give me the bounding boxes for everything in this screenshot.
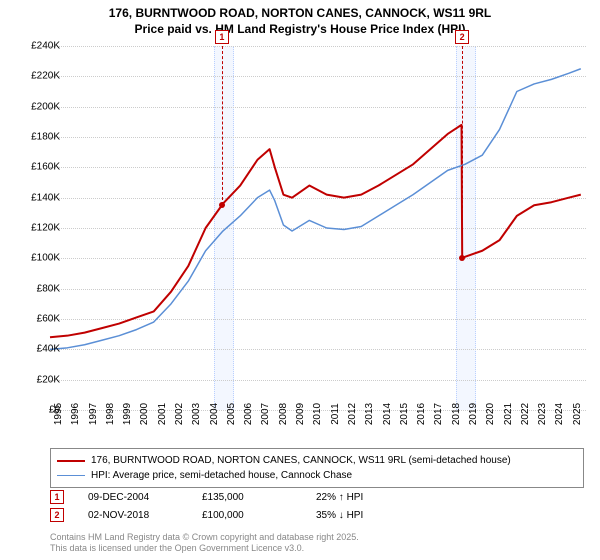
x-tick-label: 2009 <box>295 403 306 425</box>
event-delta-1: 22% ↑ HPI <box>316 492 406 503</box>
x-tick-label: 2010 <box>312 403 323 425</box>
event-price-1: £135,000 <box>202 492 292 503</box>
line-series-svg <box>50 46 586 410</box>
x-tick-label: 1996 <box>70 403 81 425</box>
event-table: 1 09-DEC-2004 £135,000 22% ↑ HPI 2 02-NO… <box>50 490 584 526</box>
x-tick-label: 2022 <box>520 403 531 425</box>
x-tick-label: 2011 <box>330 403 341 425</box>
y-tick-label: £140K <box>12 192 60 203</box>
legend-label-property: 176, BURNTWOOD ROAD, NORTON CANES, CANNO… <box>91 453 511 468</box>
x-tick-label: 1995 <box>53 403 64 425</box>
x-tick-label: 2004 <box>209 403 220 425</box>
y-tick-label: £100K <box>12 253 60 264</box>
y-tick-label: £200K <box>12 101 60 112</box>
y-tick-label: £220K <box>12 71 60 82</box>
event-marker-dot <box>219 202 225 208</box>
plot-area: 12 <box>50 46 586 410</box>
x-tick-label: 2013 <box>364 403 375 425</box>
title-line-1: 176, BURNTWOOD ROAD, NORTON CANES, CANNO… <box>10 6 590 22</box>
event-marker-line <box>222 46 223 205</box>
legend-swatch-property <box>57 460 85 462</box>
x-tick-label: 2006 <box>243 403 254 425</box>
x-tick-label: 1997 <box>88 403 99 425</box>
x-tick-label: 2021 <box>503 403 514 425</box>
x-tick-label: 2001 <box>157 403 168 425</box>
chart-container: 176, BURNTWOOD ROAD, NORTON CANES, CANNO… <box>0 0 600 560</box>
event-price-2: £100,000 <box>202 510 292 521</box>
x-tick-label: 2000 <box>139 403 150 425</box>
x-tick-label: 2023 <box>537 403 548 425</box>
y-tick-label: £80K <box>12 283 60 294</box>
y-tick-label: £120K <box>12 223 60 234</box>
event-date-1: 09-DEC-2004 <box>88 492 178 503</box>
legend-row-hpi: HPI: Average price, semi-detached house,… <box>57 468 577 483</box>
x-tick-label: 2007 <box>260 403 271 425</box>
x-tick-label: 2005 <box>226 403 237 425</box>
event-delta-2: 35% ↓ HPI <box>316 510 406 521</box>
event-date-2: 02-NOV-2018 <box>88 510 178 521</box>
legend: 176, BURNTWOOD ROAD, NORTON CANES, CANNO… <box>50 448 584 488</box>
y-tick-label: £240K <box>12 41 60 52</box>
event-row-2: 2 02-NOV-2018 £100,000 35% ↓ HPI <box>50 508 584 522</box>
y-tick-label: £180K <box>12 132 60 143</box>
x-tick-label: 2016 <box>416 403 427 425</box>
y-tick-label: £160K <box>12 162 60 173</box>
series-line-property <box>50 125 581 337</box>
event-marker-1: 1 <box>50 490 64 504</box>
x-tick-label: 2015 <box>399 403 410 425</box>
x-tick-label: 2019 <box>468 403 479 425</box>
legend-swatch-hpi <box>57 475 85 476</box>
x-tick-label: 1998 <box>105 403 116 425</box>
event-marker-2: 2 <box>50 508 64 522</box>
legend-label-hpi: HPI: Average price, semi-detached house,… <box>91 468 352 483</box>
x-tick-label: 2024 <box>554 403 565 425</box>
footer-line-1: Contains HM Land Registry data © Crown c… <box>50 532 359 543</box>
x-tick-label: 2018 <box>451 403 462 425</box>
x-tick-label: 2017 <box>433 403 444 425</box>
chart-title: 176, BURNTWOOD ROAD, NORTON CANES, CANNO… <box>0 0 600 41</box>
event-marker-box: 1 <box>215 30 229 44</box>
event-marker-line <box>462 46 463 258</box>
x-tick-label: 2020 <box>485 403 496 425</box>
y-tick-label: £60K <box>12 314 60 325</box>
x-tick-label: 2003 <box>191 403 202 425</box>
legend-row-property: 176, BURNTWOOD ROAD, NORTON CANES, CANNO… <box>57 453 577 468</box>
event-marker-dot <box>459 255 465 261</box>
y-tick-label: £20K <box>12 374 60 385</box>
series-line-hpi <box>50 69 581 350</box>
event-row-1: 1 09-DEC-2004 £135,000 22% ↑ HPI <box>50 490 584 504</box>
x-tick-label: 1999 <box>122 403 133 425</box>
y-tick-label: £40K <box>12 344 60 355</box>
footer: Contains HM Land Registry data © Crown c… <box>50 532 359 554</box>
x-tick-label: 2014 <box>382 403 393 425</box>
event-marker-box: 2 <box>455 30 469 44</box>
footer-line-2: This data is licensed under the Open Gov… <box>50 543 359 554</box>
x-tick-label: 2012 <box>347 403 358 425</box>
x-tick-label: 2025 <box>572 403 583 425</box>
x-tick-label: 2008 <box>278 403 289 425</box>
x-tick-label: 2002 <box>174 403 185 425</box>
title-line-2: Price paid vs. HM Land Registry's House … <box>10 22 590 38</box>
